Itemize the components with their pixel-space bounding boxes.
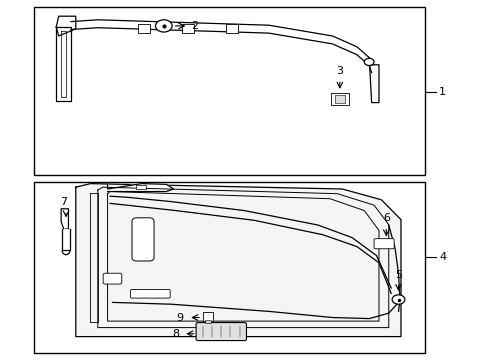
Bar [136, 185, 145, 189]
Text: 5: 5 [394, 270, 401, 280]
Polygon shape [368, 58, 378, 103]
FancyBboxPatch shape [130, 289, 170, 298]
Circle shape [155, 20, 172, 32]
Bar [334, 95, 344, 103]
Polygon shape [56, 27, 71, 101]
FancyBboxPatch shape [196, 323, 246, 341]
Polygon shape [56, 16, 76, 36]
Bar [138, 24, 150, 33]
Bar [182, 24, 194, 33]
Circle shape [364, 58, 373, 66]
Bar [34, 182, 425, 353]
Bar [203, 312, 212, 321]
FancyBboxPatch shape [132, 218, 154, 261]
Text: 2: 2 [190, 21, 198, 31]
Bar [330, 93, 348, 105]
Text: 6: 6 [382, 213, 389, 223]
Bar [226, 24, 238, 33]
Text: 3: 3 [336, 66, 343, 76]
Text: 1: 1 [438, 87, 445, 97]
FancyBboxPatch shape [373, 239, 393, 249]
FancyBboxPatch shape [103, 273, 122, 284]
Polygon shape [76, 184, 400, 337]
Bar [204, 320, 210, 323]
Text: 9: 9 [176, 312, 183, 323]
Bar [34, 7, 425, 175]
Circle shape [391, 295, 404, 304]
Text: 8: 8 [172, 329, 179, 339]
Polygon shape [107, 184, 173, 192]
Text: 4: 4 [438, 252, 446, 262]
Text: 7: 7 [60, 197, 67, 207]
